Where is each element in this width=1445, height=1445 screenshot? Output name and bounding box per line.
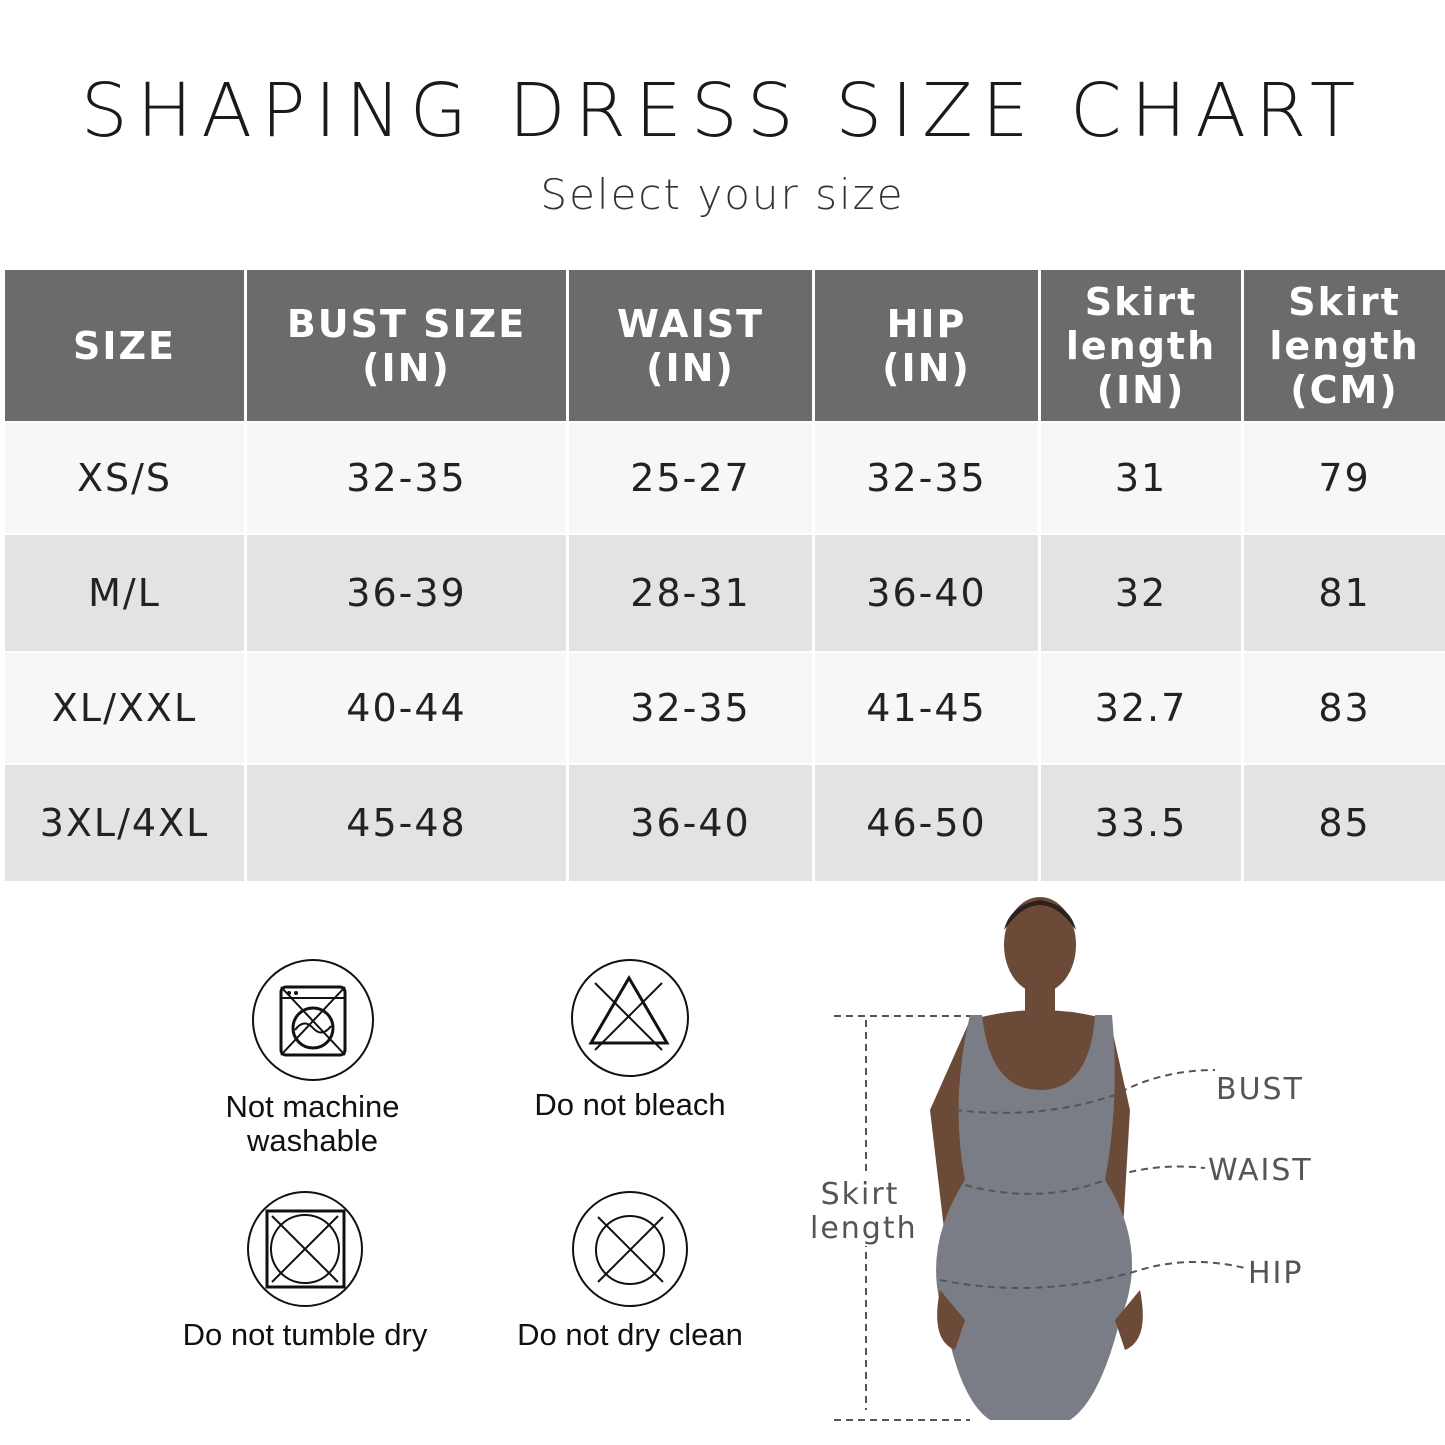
table-cell: 25-27 xyxy=(569,423,812,533)
waist-label: WAIST xyxy=(1208,1153,1313,1188)
model-illustration xyxy=(834,897,1246,1421)
page-title: SHAPING DRESS SIZE CHART xyxy=(80,68,1365,154)
table-cell: 32 xyxy=(1041,535,1241,651)
model-figure: BUST WAIST HIP Skirt length xyxy=(810,880,1340,1440)
table-row: XS/S 32-35 25-27 32-35 31 79 xyxy=(5,423,1445,533)
no-bleach-icon xyxy=(571,959,689,1077)
table-cell: 85 xyxy=(1244,765,1445,881)
table-cell: 28-31 xyxy=(569,535,812,651)
col-skirt-in: Skirt length (IN) xyxy=(1041,270,1241,421)
table-cell: 36-40 xyxy=(569,765,812,881)
no-dry-clean-icon xyxy=(572,1191,688,1307)
table-header-row: SIZE BUST SIZE (IN) WAIST (IN) HIP (IN) Ski… xyxy=(5,270,1445,421)
table-cell: 32-35 xyxy=(815,423,1038,533)
size-table: SIZE BUST SIZE (IN) WAIST (IN) HIP (IN) Ski… xyxy=(2,268,1445,883)
no-machine-wash-icon xyxy=(251,959,374,1081)
table-cell: 79 xyxy=(1244,423,1445,533)
table-cell: 40-44 xyxy=(247,653,566,763)
table-cell: 81 xyxy=(1244,535,1445,651)
care-label: Do not tumble dry xyxy=(182,1317,428,1352)
table-cell: 36-40 xyxy=(815,535,1038,651)
table-cell: 83 xyxy=(1244,653,1445,763)
table-row: XL/XXL 40-44 32-35 41-45 32.7 83 xyxy=(5,653,1445,763)
col-waist: WAIST (IN) xyxy=(569,270,812,421)
care-label: Do not bleach xyxy=(534,1087,726,1122)
page-subtitle: Select your size xyxy=(540,170,905,219)
care-no-machine-wash: Not machine washable xyxy=(200,958,425,1158)
hip-label: HIP xyxy=(1248,1256,1304,1291)
col-size: SIZE xyxy=(5,270,244,421)
bust-label: BUST xyxy=(1216,1072,1304,1107)
table-cell: 31 xyxy=(1041,423,1241,533)
table-cell: 33.5 xyxy=(1041,765,1241,881)
care-label: Not machine xyxy=(225,1089,400,1124)
table-cell: 32-35 xyxy=(247,423,566,533)
col-hip: HIP (IN) xyxy=(815,270,1038,421)
table-row: M/L 36-39 28-31 36-40 32 81 xyxy=(5,535,1445,651)
table-cell: 36-39 xyxy=(247,535,566,651)
table-cell: 45-48 xyxy=(247,765,566,881)
table-cell: 46-50 xyxy=(815,765,1038,881)
skirt-length-label: Skirt length xyxy=(810,1177,918,1246)
care-no-dry-clean: Do not dry clean xyxy=(490,1190,770,1352)
table-row: 3XL/4XL 45-48 36-40 46-50 33.5 85 xyxy=(5,765,1445,881)
table-cell: 32-35 xyxy=(569,653,812,763)
table-cell: XS/S xyxy=(5,423,244,533)
care-no-tumble-dry: Do not tumble dry xyxy=(160,1190,450,1352)
col-skirt-cm: Skirt length (CM) xyxy=(1244,270,1445,421)
table-cell: XL/XXL xyxy=(5,653,244,763)
care-label: Do not dry clean xyxy=(517,1317,743,1352)
col-bust: BUST SIZE (IN) xyxy=(247,270,566,421)
table-cell: M/L xyxy=(5,535,244,651)
table-cell: 32.7 xyxy=(1041,653,1241,763)
no-tumble-dry-icon xyxy=(247,1191,363,1307)
care-label: washable xyxy=(247,1123,378,1158)
table-cell: 41-45 xyxy=(815,653,1038,763)
care-no-bleach: Do not bleach xyxy=(510,958,750,1122)
table-cell: 3XL/4XL xyxy=(5,765,244,881)
